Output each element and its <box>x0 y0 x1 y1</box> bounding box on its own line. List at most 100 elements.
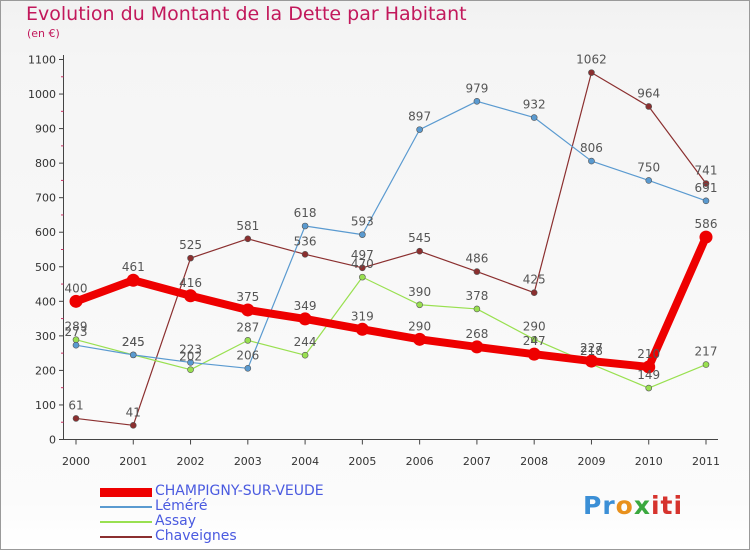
data-point <box>530 114 538 121</box>
series-line <box>75 72 707 426</box>
data-label: 979 <box>465 81 488 95</box>
y-tick-label: 100 <box>35 399 56 412</box>
data-label: 741 <box>695 164 718 178</box>
data-point-main <box>126 273 140 287</box>
data-label: 1062 <box>576 53 607 67</box>
data-point <box>129 422 137 429</box>
y-tick-label: 800 <box>35 157 56 170</box>
x-tick-label: 2002 <box>177 455 205 468</box>
data-label: 618 <box>294 206 317 220</box>
data-point <box>359 273 366 281</box>
data-point <box>416 301 423 309</box>
series-line <box>75 100 707 369</box>
data-label: 290 <box>408 319 431 333</box>
data-label: 691 <box>695 181 718 195</box>
data-point <box>530 336 538 343</box>
data-point-main <box>241 303 255 317</box>
data-label: 461 <box>122 260 145 274</box>
data-label: 218 <box>580 344 603 358</box>
x-tick-label: 2009 <box>577 455 605 468</box>
data-point-main <box>584 354 598 368</box>
legend-swatch <box>100 521 152 523</box>
data-point <box>187 359 194 366</box>
data-point <box>244 365 252 372</box>
data-point-main <box>355 322 369 336</box>
data-point-main <box>527 347 541 361</box>
series-line-main <box>72 233 710 371</box>
y-tick-label: 200 <box>35 364 56 377</box>
data-point-main <box>470 340 484 354</box>
data-point <box>530 289 538 296</box>
data-point-main <box>642 360 656 374</box>
y-tick-label: 1100 <box>28 54 56 67</box>
data-label: 525 <box>179 238 202 252</box>
data-point <box>645 384 653 392</box>
x-tick-label: 2003 <box>234 455 262 468</box>
data-point <box>72 341 80 349</box>
data-label: 400 <box>65 281 88 295</box>
data-point <box>359 264 366 272</box>
data-point-main <box>298 312 312 326</box>
data-label: 227 <box>580 341 603 355</box>
data-label: 497 <box>351 248 374 262</box>
data-point <box>702 361 710 368</box>
x-tick-label: 2001 <box>119 455 147 468</box>
data-label: 586 <box>695 217 718 231</box>
x-tick-label: 2006 <box>406 455 434 468</box>
series-line <box>75 276 707 389</box>
data-point <box>588 157 595 165</box>
data-label: 223 <box>179 342 202 356</box>
data-point <box>416 247 423 255</box>
y-tick-label: 300 <box>35 330 56 343</box>
x-tick-label: 2005 <box>348 455 376 468</box>
legend-swatch <box>100 487 152 497</box>
legend-label: Léméré <box>155 498 208 514</box>
chart-unit: (en €) <box>27 27 60 40</box>
data-point <box>301 351 309 359</box>
data-label: 375 <box>236 290 259 304</box>
data-point <box>244 337 252 344</box>
x-tick-label: 2000 <box>62 455 90 468</box>
data-point <box>129 351 137 359</box>
legend-swatch <box>100 506 152 508</box>
data-point <box>473 98 481 105</box>
data-label: 202 <box>179 350 202 364</box>
data-label: 390 <box>408 285 431 299</box>
data-point-main <box>413 332 427 346</box>
data-label: 268 <box>465 327 488 341</box>
data-label: 244 <box>294 335 317 349</box>
data-point <box>645 103 653 110</box>
data-label: 486 <box>465 252 488 266</box>
data-label: 61 <box>68 398 83 412</box>
data-label: 206 <box>236 348 259 362</box>
data-point <box>301 222 309 230</box>
data-label: 593 <box>351 215 374 229</box>
data-label: 750 <box>637 160 660 174</box>
data-point <box>72 415 80 422</box>
data-label: 289 <box>65 320 88 334</box>
data-point <box>187 366 194 374</box>
data-label: 349 <box>294 299 317 313</box>
data-label: 425 <box>523 273 546 287</box>
data-label: 319 <box>351 309 374 323</box>
data-point <box>301 251 309 258</box>
logo-part: o <box>615 491 634 520</box>
data-label: 245 <box>122 335 145 349</box>
data-point <box>187 254 194 262</box>
data-label: 416 <box>179 276 202 290</box>
data-point <box>588 69 595 76</box>
data-label: 932 <box>523 98 546 112</box>
data-label: 210 <box>637 347 660 361</box>
data-point <box>645 177 653 184</box>
data-point <box>702 180 710 187</box>
data-label: 806 <box>580 141 603 155</box>
x-tick-label: 2010 <box>635 455 663 468</box>
data-point-main <box>184 289 198 303</box>
data-point <box>473 268 481 275</box>
y-tick-label: 0 <box>49 434 56 447</box>
data-point-main <box>69 294 83 308</box>
data-point-main <box>699 230 713 244</box>
y-tick-label: 500 <box>35 261 56 274</box>
